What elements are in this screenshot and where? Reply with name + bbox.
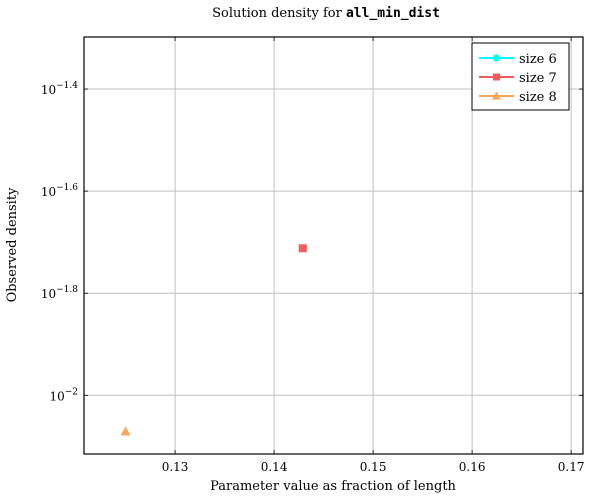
x-axis-ticks: 0.13 0.14 0.15 0.16 0.17 [162, 37, 585, 474]
legend-label: size 7 [519, 71, 557, 86]
y-tick-label: 10−1.6 [41, 183, 78, 199]
data-point-size-8 [120, 426, 131, 436]
x-tick-label: 0.13 [162, 460, 189, 474]
x-axis-label: Parameter value as fraction of length [210, 479, 456, 494]
x-tick-label: 0.14 [261, 460, 288, 474]
y-tick-label: 10−2 [49, 387, 78, 403]
x-tick-label: 0.17 [558, 460, 585, 474]
y-axis-ticks: 10−2 10−1.8 10−1.6 10−1.4 [41, 81, 583, 403]
data-point-size-7 [298, 244, 307, 253]
y-tick-label: 10−1.4 [41, 81, 78, 97]
legend-label: size 8 [519, 90, 557, 105]
legend-marker [492, 91, 501, 100]
legend-marker [493, 73, 500, 81]
legend: size 6 size 7 size 8 [471, 42, 570, 111]
y-tick-label: 10−1.8 [41, 285, 78, 301]
data-marks [120, 244, 307, 436]
legend-label: size 6 [519, 52, 557, 67]
legend-marker [493, 54, 500, 62]
chart-title: Solution density for all_min_dist [212, 6, 440, 21]
plot-frame [83, 36, 584, 455]
y-axis-label: Observed density [5, 187, 20, 302]
x-tick-label: 0.15 [360, 460, 387, 474]
x-tick-label: 0.16 [459, 460, 486, 474]
